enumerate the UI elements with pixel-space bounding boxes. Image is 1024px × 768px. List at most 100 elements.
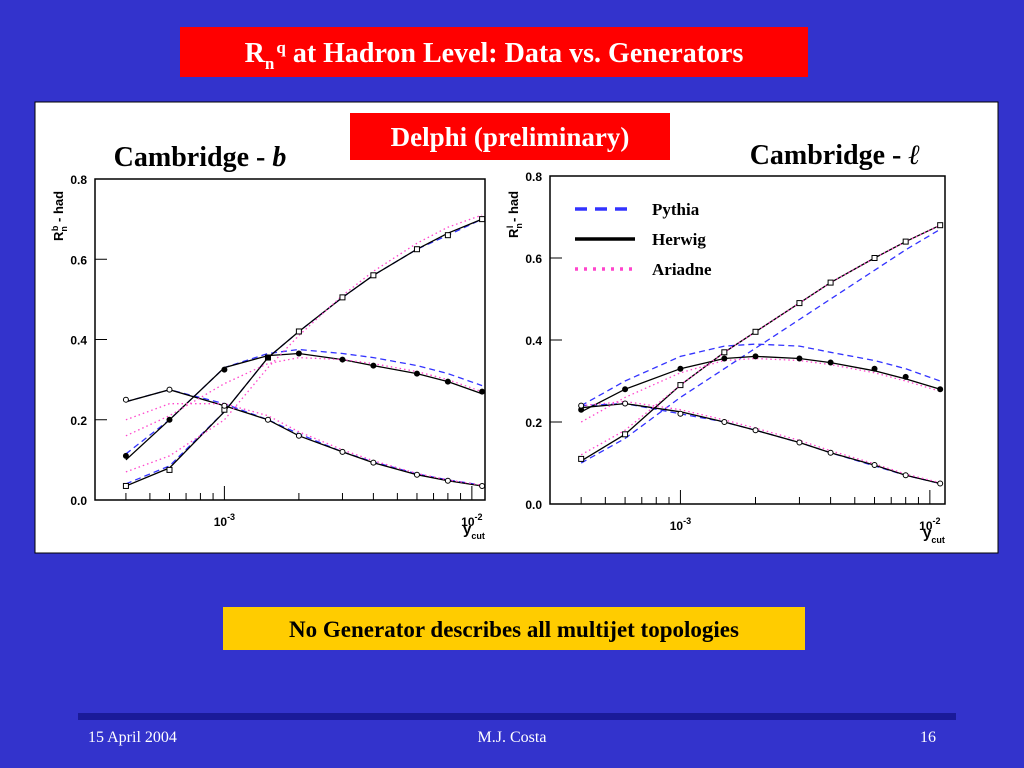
slide-title: Rnq at Hadron Level: Data vs. Generators xyxy=(245,38,744,73)
y-label-sub: n xyxy=(59,226,69,232)
x-tick-exp: -2 xyxy=(475,512,483,522)
y-tick-label: 0.2 xyxy=(70,414,87,428)
data-point xyxy=(677,410,684,417)
data-point xyxy=(444,378,451,385)
data-point xyxy=(413,471,420,478)
data-point xyxy=(122,396,129,403)
data-point xyxy=(339,356,346,363)
title-sup: q xyxy=(276,38,286,57)
generator-curve xyxy=(580,228,941,464)
data-point xyxy=(264,354,271,361)
y-label-rest: - had xyxy=(51,191,66,226)
data-point xyxy=(752,353,759,360)
data-point xyxy=(122,482,129,489)
title-sub: n xyxy=(265,54,275,73)
x-label-base: y xyxy=(923,525,932,542)
x-axis-label: ycut xyxy=(463,521,485,541)
data-point xyxy=(444,232,451,239)
figure-panel xyxy=(34,101,999,554)
y-tick-label: 0.2 xyxy=(525,416,542,430)
data-point xyxy=(677,365,684,372)
data-point xyxy=(221,366,228,373)
heading-var: b xyxy=(272,142,286,173)
y-label-base: R xyxy=(506,228,521,238)
generator-curve xyxy=(125,214,483,473)
data-point xyxy=(578,402,585,409)
data-point xyxy=(622,386,629,393)
note: No Generator describes all multijet topo… xyxy=(289,617,739,642)
x-tick-base: 10 xyxy=(461,515,475,529)
generator-curve xyxy=(125,218,483,487)
data-point xyxy=(166,466,173,473)
data-point xyxy=(444,477,451,484)
data-point xyxy=(721,419,728,425)
data-point xyxy=(413,246,420,253)
data-point xyxy=(370,272,377,279)
generator-curve xyxy=(580,343,941,407)
y-label-sup: b xyxy=(50,225,60,231)
data-point xyxy=(796,439,803,446)
x-axis-label: ycut xyxy=(923,525,945,545)
data-point xyxy=(370,362,377,369)
data-point xyxy=(721,349,728,356)
generator-curve xyxy=(125,389,483,487)
data-point xyxy=(166,416,173,423)
generator-curve xyxy=(581,402,941,485)
x-tick-exp: -3 xyxy=(683,516,691,526)
y-tick-label: 0.6 xyxy=(525,252,542,266)
footer-date: 15 April 2004 xyxy=(88,729,177,746)
generator-curve xyxy=(580,355,941,413)
data-point xyxy=(752,427,759,434)
data-point xyxy=(721,355,728,362)
data-point xyxy=(295,432,302,439)
title-rest: at Hadron Level: Data vs. Generators xyxy=(286,38,744,69)
badge-box xyxy=(350,113,670,160)
y-axis-label: Rnb - had xyxy=(50,191,69,241)
charts: Cambridge - b0.00.20.40.60.810-3 10-2Rnb … xyxy=(50,140,946,545)
data-point xyxy=(622,400,629,407)
data-point xyxy=(166,386,173,393)
data-point xyxy=(578,455,585,462)
y-tick-label: 0.4 xyxy=(525,334,542,348)
data-point xyxy=(796,355,803,362)
data-point xyxy=(295,350,302,357)
x-tick-exp: -3 xyxy=(227,512,235,522)
y-label-base: R xyxy=(51,231,66,241)
heading-text: Cambridge - xyxy=(750,140,909,171)
data-point xyxy=(479,216,486,223)
y-tick-label: 0.8 xyxy=(70,173,87,187)
data-point xyxy=(871,255,878,261)
x-tick-base: 10 xyxy=(670,519,684,533)
y-label-sup: l xyxy=(505,226,515,229)
x-label-sub: cut xyxy=(931,535,945,545)
data-point xyxy=(413,370,420,377)
data-point xyxy=(339,294,346,301)
data-point xyxy=(902,373,909,380)
heading-var: ℓ xyxy=(907,140,920,171)
heading-text: Cambridge - xyxy=(114,142,273,173)
data-point xyxy=(796,300,803,307)
data-point xyxy=(264,416,271,423)
data-point xyxy=(937,222,944,229)
x-tick-label: 10-2 xyxy=(461,512,482,529)
legend-label: Ariadne xyxy=(652,260,712,279)
y-label-sub: n xyxy=(514,223,524,229)
generator-curve xyxy=(580,224,941,456)
x-tick-label: 10-2 xyxy=(919,516,940,533)
y-tick-label: 0.0 xyxy=(70,494,87,508)
data-point xyxy=(937,386,944,393)
data-point xyxy=(827,449,834,456)
generator-curve xyxy=(580,224,941,462)
data-point xyxy=(479,388,486,395)
y-tick-label: 0.4 xyxy=(70,334,87,348)
data-point xyxy=(622,431,629,438)
data-point xyxy=(827,279,834,286)
data-point xyxy=(937,480,944,487)
generator-curve xyxy=(125,352,483,461)
data-point xyxy=(871,462,878,469)
chart-heading: Cambridge - ℓ xyxy=(750,140,921,171)
note-box xyxy=(223,607,805,650)
y-axis-label: Rnl - had xyxy=(505,191,524,238)
x-tick-label: 10-3 xyxy=(670,516,691,533)
